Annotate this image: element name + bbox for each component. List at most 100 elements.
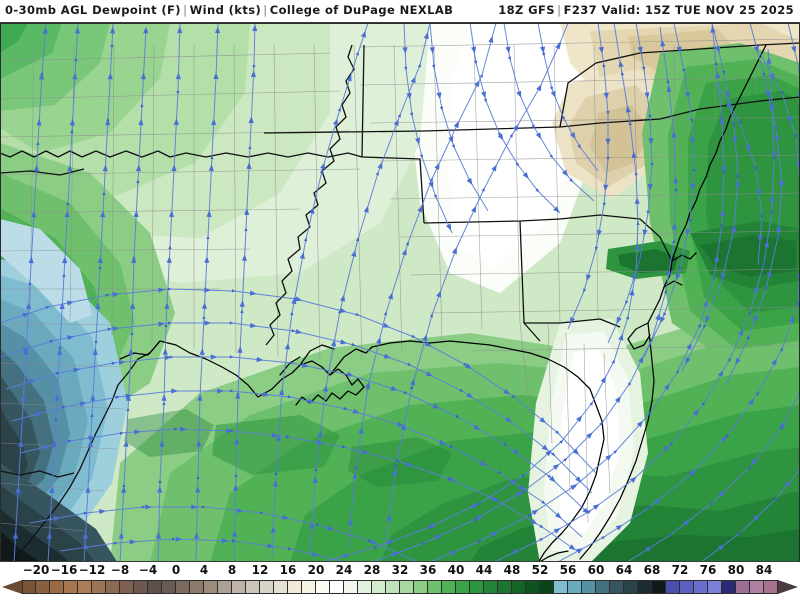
colorbar-swatch[interactable] xyxy=(386,580,400,594)
colorbar-strip[interactable] xyxy=(0,580,800,594)
colorbar-swatch[interactable] xyxy=(568,580,582,594)
colorbar-swatch[interactable] xyxy=(204,580,218,594)
header-bar: 0-30mb AGL Dewpoint (F) | Wind (kts) | Colle… xyxy=(0,0,800,22)
colorbar-tick-label: 4 xyxy=(199,563,209,577)
colorbar-swatch[interactable] xyxy=(484,580,498,594)
colorbar-swatch[interactable] xyxy=(764,580,778,594)
map-svg xyxy=(0,23,800,561)
colorbar-tick-label: 60 xyxy=(587,563,605,577)
colorbar-tick-label: 76 xyxy=(699,563,717,577)
colorbar-swatch[interactable] xyxy=(694,580,708,594)
colorbar-tick-label: 68 xyxy=(643,563,661,577)
colorbar-swatch[interactable] xyxy=(148,580,162,594)
colorbar-swatch[interactable] xyxy=(260,580,274,594)
colorbar-tick-label: −12 xyxy=(78,563,106,577)
map-canvas[interactable] xyxy=(0,22,800,562)
colorbar-swatch[interactable] xyxy=(428,580,442,594)
header-separator-2: | xyxy=(263,3,268,17)
colorbar-tick-label: 0 xyxy=(171,563,181,577)
colorbar-tick-label: 84 xyxy=(755,563,773,577)
header-overlay-label: Wind (kts) xyxy=(189,3,262,17)
colorbar-tick-label: 28 xyxy=(363,563,381,577)
colorbar-swatch[interactable] xyxy=(582,580,596,594)
colorbar-tick-label: 16 xyxy=(279,563,297,577)
header-model-run-label: 18Z GFS xyxy=(498,3,555,17)
colorbar-swatch[interactable] xyxy=(36,580,50,594)
colorbar-tick-label: 48 xyxy=(503,563,521,577)
colorbar-swatch[interactable] xyxy=(722,580,736,594)
colorbar-tick-label: 64 xyxy=(615,563,633,577)
colorbar-swatch[interactable] xyxy=(274,580,288,594)
header-right-text: 18Z GFS | F237 Valid: 15Z TUE NOV 25 2025 xyxy=(498,3,794,17)
colorbar-tick-label: −8 xyxy=(110,563,130,577)
colorbar-swatch[interactable] xyxy=(442,580,456,594)
colorbar: −20 −16 −12 −8 −4 0 4 8 12 16 20 24 28 32 36 40 44 48 52 56… xyxy=(0,562,800,600)
colorbar-swatch[interactable] xyxy=(120,580,134,594)
colorbar-swatch[interactable] xyxy=(190,580,204,594)
colorbar-tick-label: 8 xyxy=(227,563,237,577)
colorbar-tick-label: 52 xyxy=(531,563,549,577)
colorbar-swatch[interactable] xyxy=(288,580,302,594)
colorbar-swatch[interactable] xyxy=(302,580,316,594)
streamline-arrowheads xyxy=(12,24,800,559)
colorbar-swatch[interactable] xyxy=(750,580,764,594)
colorbar-under-arrow xyxy=(2,580,22,594)
header-separator-3: | xyxy=(556,3,562,17)
colorbar-swatch[interactable] xyxy=(554,580,568,594)
colorbar-tick-label: 12 xyxy=(251,563,269,577)
colorbar-tick-label: 44 xyxy=(475,563,493,577)
colorbar-swatch[interactable] xyxy=(330,580,344,594)
colorbar-tick-label: −20 xyxy=(22,563,50,577)
colorbar-swatch[interactable] xyxy=(78,580,92,594)
colorbar-swatch[interactable] xyxy=(680,580,694,594)
colorbar-swatch[interactable] xyxy=(162,580,176,594)
colorbar-swatch[interactable] xyxy=(358,580,372,594)
colorbar-tick-label: 24 xyxy=(335,563,353,577)
colorbar-swatch[interactable] xyxy=(456,580,470,594)
colorbar-swatch[interactable] xyxy=(596,580,610,594)
colorbar-swatch[interactable] xyxy=(344,580,358,594)
colorbar-swatch[interactable] xyxy=(540,580,554,594)
colorbar-swatch[interactable] xyxy=(470,580,484,594)
colorbar-tick-label: −16 xyxy=(50,563,78,577)
header-product-label: 0-30mb AGL Dewpoint (F) xyxy=(5,3,181,17)
colorbar-swatch[interactable] xyxy=(64,580,78,594)
colorbar-tick-label: −4 xyxy=(138,563,158,577)
header-separator-1: | xyxy=(182,3,188,17)
colorbar-swatch[interactable] xyxy=(316,580,330,594)
colorbar-swatch[interactable] xyxy=(666,580,680,594)
colorbar-swatch[interactable] xyxy=(736,580,750,594)
colorbar-tick-label: 32 xyxy=(391,563,409,577)
colorbar-swatch[interactable] xyxy=(22,580,36,594)
colorbar-swatch[interactable] xyxy=(400,580,414,594)
colorbar-tick-label: 20 xyxy=(307,563,325,577)
colorbar-swatch[interactable] xyxy=(176,580,190,594)
colorbar-swatch[interactable] xyxy=(414,580,428,594)
colorbar-swatch[interactable] xyxy=(232,580,246,594)
colorbar-swatch[interactable] xyxy=(134,580,148,594)
colorbar-swatch[interactable] xyxy=(610,580,624,594)
colorbar-tick-labels: −20 −16 −12 −8 −4 0 4 8 12 16 20 24 28 32 36 40 44 48 52 56… xyxy=(0,562,800,579)
colorbar-swatch[interactable] xyxy=(512,580,526,594)
header-forecast-hour-label: F237 xyxy=(563,3,598,17)
colorbar-over-arrow xyxy=(778,580,798,594)
colorbar-swatch[interactable] xyxy=(638,580,652,594)
colorbar-swatch[interactable] xyxy=(50,580,64,594)
colorbar-swatch[interactable] xyxy=(372,580,386,594)
header-left-text: 0-30mb AGL Dewpoint (F) | Wind (kts) | Colle… xyxy=(5,3,453,17)
colorbar-tick-label: 80 xyxy=(727,563,745,577)
colorbar-swatch[interactable] xyxy=(218,580,232,594)
header-source-label: College of DuPage NEXLAB xyxy=(269,3,454,17)
colorbar-swatch[interactable] xyxy=(624,580,638,594)
colorbar-swatch[interactable] xyxy=(246,580,260,594)
colorbar-swatch[interactable] xyxy=(106,580,120,594)
colorbar-swatch[interactable] xyxy=(526,580,540,594)
header-valid-label: Valid: xyxy=(601,3,641,17)
colorbar-swatch[interactable] xyxy=(92,580,106,594)
colorbar-swatch[interactable] xyxy=(652,580,666,594)
colorbar-tick-label: 40 xyxy=(447,563,465,577)
colorbar-tick-label: 36 xyxy=(419,563,437,577)
colorbar-swatch[interactable] xyxy=(708,580,722,594)
colorbar-swatch[interactable] xyxy=(498,580,512,594)
